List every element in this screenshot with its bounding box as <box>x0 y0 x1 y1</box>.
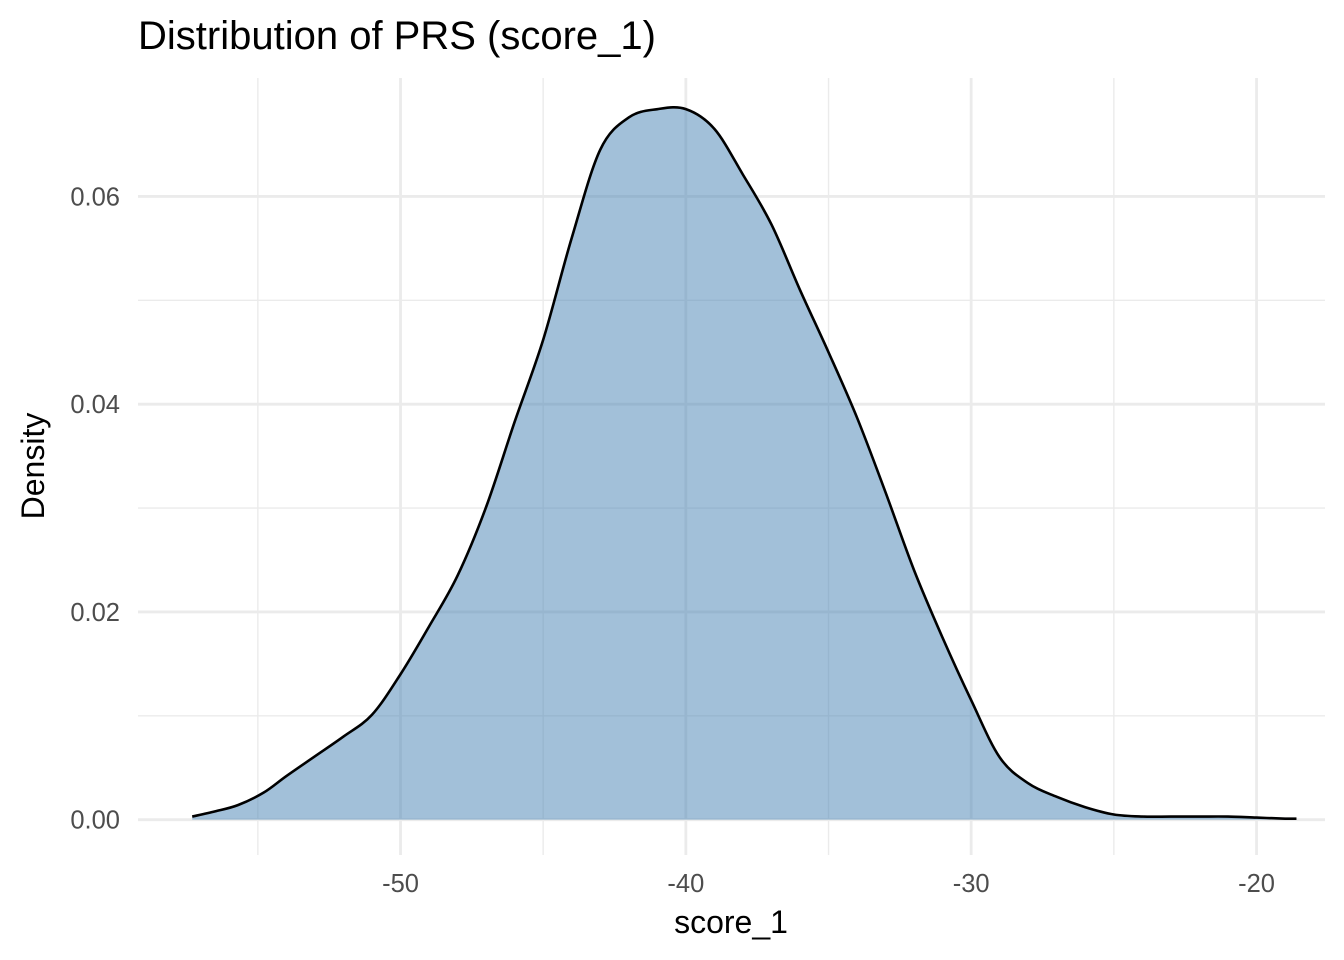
chart-title: Distribution of PRS (score_1) <box>138 14 656 58</box>
y-tick-label: 0.04 <box>70 391 120 419</box>
x-tick-label: -20 <box>1238 870 1275 898</box>
y-tick-label: 0.06 <box>70 183 120 211</box>
tick-labels: -50 -40 -30 -20 0.00 0.02 0.04 0.06 <box>70 183 1275 898</box>
x-axis-title: score_1 <box>674 904 788 940</box>
y-tick-label: 0.02 <box>70 599 120 627</box>
x-tick-label: -40 <box>667 870 704 898</box>
density-area <box>192 107 1297 820</box>
x-tick-label: -50 <box>382 870 419 898</box>
density-line <box>191 106 1297 821</box>
x-tick-label: -30 <box>953 870 990 898</box>
y-tick-label: 0.00 <box>70 807 120 835</box>
y-axis-title: Density <box>15 413 51 520</box>
